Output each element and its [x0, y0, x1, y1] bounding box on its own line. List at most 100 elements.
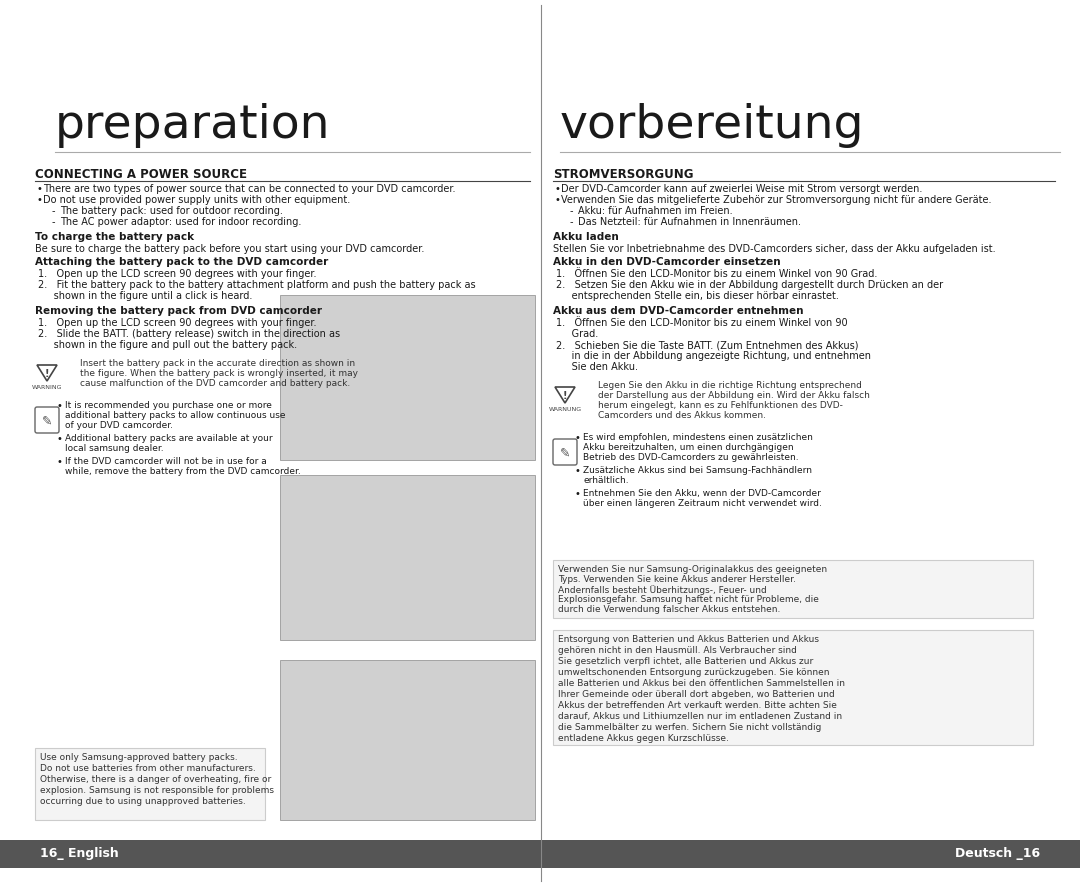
Text: Akku laden: Akku laden	[553, 232, 619, 242]
Text: Akku in den DVD-Camcorder einsetzen: Akku in den DVD-Camcorder einsetzen	[553, 257, 781, 267]
Text: cause malfunction of the DVD camcorder and battery pack.: cause malfunction of the DVD camcorder a…	[80, 379, 350, 388]
Text: Attaching the battery pack to the DVD camcorder: Attaching the battery pack to the DVD ca…	[35, 257, 328, 267]
Text: gehören nicht in den Hausmüll. Als Verbraucher sind: gehören nicht in den Hausmüll. Als Verbr…	[558, 646, 797, 655]
FancyBboxPatch shape	[553, 630, 1032, 745]
FancyBboxPatch shape	[553, 439, 577, 465]
Text: entsprechenden Stelle ein, bis dieser hörbar einrastet.: entsprechenden Stelle ein, bis dieser hö…	[556, 291, 839, 301]
Text: 2.   Fit the battery pack to the battery attachment platform and push the batter: 2. Fit the battery pack to the battery a…	[38, 280, 475, 290]
Text: Es wird empfohlen, mindestens einen zusätzlichen: Es wird empfohlen, mindestens einen zusä…	[583, 433, 813, 442]
Text: 2.   Schieben Sie die Taste BATT. (Zum Entnehmen des Akkus): 2. Schieben Sie die Taste BATT. (Zum Ent…	[556, 340, 859, 350]
Text: Entnehmen Sie den Akku, wenn der DVD-Camcorder: Entnehmen Sie den Akku, wenn der DVD-Cam…	[583, 489, 821, 498]
Text: The battery pack: used for outdoor recording.: The battery pack: used for outdoor recor…	[60, 206, 283, 216]
Text: durch die Verwendung falscher Akkus entstehen.: durch die Verwendung falscher Akkus ents…	[558, 605, 781, 614]
Text: Akkus der betreffenden Art verkauft werden. Bitte achten Sie: Akkus der betreffenden Art verkauft werd…	[558, 701, 837, 710]
Text: CONNECTING A POWER SOURCE: CONNECTING A POWER SOURCE	[35, 168, 247, 181]
Text: darauf, Akkus und Lithiumzellen nur im entladenen Zustand in: darauf, Akkus und Lithiumzellen nur im e…	[558, 712, 842, 721]
Text: ✎: ✎	[42, 415, 52, 428]
FancyBboxPatch shape	[553, 560, 1032, 618]
Text: in die in der Abbildung angezeigte Richtung, und entnehmen: in die in der Abbildung angezeigte Richt…	[556, 351, 870, 361]
Text: Legen Sie den Akku in die richtige Richtung entsprechend: Legen Sie den Akku in die richtige Richt…	[598, 381, 862, 390]
Text: WARNING: WARNING	[31, 385, 63, 390]
Text: preparation: preparation	[55, 103, 330, 148]
Text: Entsorgung von Batterien und Akkus Batterien und Akkus: Entsorgung von Batterien und Akkus Batte…	[558, 635, 819, 644]
Text: WARNUNG: WARNUNG	[549, 407, 581, 412]
Text: while, remove the battery from the DVD camcorder.: while, remove the battery from the DVD c…	[65, 467, 300, 476]
Text: vorbereitung: vorbereitung	[561, 103, 864, 148]
Text: Insert the battery pack in the accurate direction as shown in: Insert the battery pack in the accurate …	[80, 359, 355, 368]
Text: •: •	[37, 195, 43, 205]
Text: Das Netzteil: für Aufnahmen in Innenräumen.: Das Netzteil: für Aufnahmen in Innenräum…	[578, 217, 801, 227]
Text: !: !	[44, 369, 50, 379]
Text: alle Batterien und Akkus bei den öffentlichen Sammelstellen in: alle Batterien und Akkus bei den öffentl…	[558, 679, 845, 688]
FancyBboxPatch shape	[0, 840, 1080, 868]
Text: 1.   Open up the LCD screen 90 degrees with your finger.: 1. Open up the LCD screen 90 degrees wit…	[38, 269, 316, 279]
Text: Otherwise, there is a danger of overheating, fire or: Otherwise, there is a danger of overheat…	[40, 775, 271, 784]
Text: Betrieb des DVD-Camcorders zu gewährleisten.: Betrieb des DVD-Camcorders zu gewährleis…	[583, 453, 798, 462]
Text: Use only Samsung-approved battery packs.: Use only Samsung-approved battery packs.	[40, 753, 238, 762]
Text: •: •	[57, 434, 63, 444]
Text: ✎: ✎	[559, 447, 570, 460]
Text: Verwenden Sie nur Samsung-Originalakkus des geeigneten: Verwenden Sie nur Samsung-Originalakkus …	[558, 565, 827, 574]
Text: •: •	[575, 489, 581, 499]
Text: Deutsch _16: Deutsch _16	[955, 848, 1040, 860]
Text: 1.   Open up the LCD screen 90 degrees with your finger.: 1. Open up the LCD screen 90 degrees wit…	[38, 318, 316, 328]
Text: It is recommended you purchase one or more: It is recommended you purchase one or mo…	[65, 401, 272, 410]
Text: local samsung dealer.: local samsung dealer.	[65, 444, 164, 453]
Text: shown in the figure until a click is heard.: shown in the figure until a click is hea…	[38, 291, 253, 301]
Text: Akku: für Aufnahmen im Freien.: Akku: für Aufnahmen im Freien.	[578, 206, 732, 216]
Text: die Sammelbälter zu werfen. Sichern Sie nicht vollständig: die Sammelbälter zu werfen. Sichern Sie …	[558, 723, 822, 732]
Text: Sie den Akku.: Sie den Akku.	[556, 362, 638, 372]
Text: Additional battery packs are available at your: Additional battery packs are available a…	[65, 434, 272, 443]
Text: Grad.: Grad.	[556, 329, 598, 339]
Text: shown in the figure and pull out the battery pack.: shown in the figure and pull out the bat…	[38, 340, 297, 350]
Text: Zusätzliche Akkus sind bei Samsung-Fachhändlern: Zusätzliche Akkus sind bei Samsung-Fachh…	[583, 466, 812, 475]
Text: Der DVD-Camcorder kann auf zweierlei Weise mit Strom versorgt werden.: Der DVD-Camcorder kann auf zweierlei Wei…	[561, 184, 922, 194]
Text: •: •	[57, 401, 63, 411]
Text: -: -	[570, 206, 573, 216]
Text: •: •	[555, 195, 561, 205]
Text: Andernfalls besteht Überhitzungs-, Feuer- und: Andernfalls besteht Überhitzungs-, Feuer…	[558, 585, 767, 595]
Text: 2.   Slide the BATT. (battery release) switch in the direction as: 2. Slide the BATT. (battery release) swi…	[38, 329, 340, 339]
Text: herum eingelegt, kann es zu Fehlfunktionen des DVD-: herum eingelegt, kann es zu Fehlfunktion…	[598, 401, 842, 410]
Text: der Darstellung aus der Abbildung ein. Wird der Akku falsch: der Darstellung aus der Abbildung ein. W…	[598, 391, 869, 400]
FancyBboxPatch shape	[280, 660, 535, 820]
Text: Sie gesetzlich verpfl ichtet, alle Batterien und Akkus zur: Sie gesetzlich verpfl ichtet, alle Batte…	[558, 657, 813, 666]
Text: Verwenden Sie das mitgelieferte Zubehör zur Stromversorgung nicht für andere Ger: Verwenden Sie das mitgelieferte Zubehör …	[561, 195, 991, 205]
Text: Explosionsgefahr. Samsung haftet nicht für Probleme, die: Explosionsgefahr. Samsung haftet nicht f…	[558, 595, 819, 604]
FancyBboxPatch shape	[280, 475, 535, 640]
Text: Removing the battery pack from DVD camcorder: Removing the battery pack from DVD camco…	[35, 306, 322, 316]
Text: umweltschonenden Entsorgung zurückzugeben. Sie können: umweltschonenden Entsorgung zurückzugebe…	[558, 668, 829, 677]
Text: •: •	[575, 433, 581, 443]
Text: Do not use batteries from other manufacturers.: Do not use batteries from other manufact…	[40, 764, 256, 773]
Text: -: -	[570, 217, 573, 227]
Text: entladene Akkus gegen Kurzschlüsse.: entladene Akkus gegen Kurzschlüsse.	[558, 734, 729, 743]
Text: If the DVD camcorder will not be in use for a: If the DVD camcorder will not be in use …	[65, 457, 267, 466]
Text: 16_ English: 16_ English	[40, 848, 119, 860]
Text: Do not use provided power supply units with other equipment.: Do not use provided power supply units w…	[43, 195, 350, 205]
Text: -: -	[52, 217, 55, 227]
FancyBboxPatch shape	[35, 748, 265, 820]
Text: Typs. Verwenden Sie keine Akkus anderer Hersteller.: Typs. Verwenden Sie keine Akkus anderer …	[558, 575, 796, 584]
Text: !: !	[563, 391, 567, 401]
Text: Stellen Sie vor Inbetriebnahme des DVD-Camcorders sicher, dass der Akku aufgelad: Stellen Sie vor Inbetriebnahme des DVD-C…	[553, 244, 996, 254]
Text: •: •	[575, 466, 581, 476]
Text: To charge the battery pack: To charge the battery pack	[35, 232, 194, 242]
Text: •: •	[37, 184, 43, 194]
Text: STROMVERSORGUNG: STROMVERSORGUNG	[553, 168, 693, 181]
Text: occurring due to using unapproved batteries.: occurring due to using unapproved batter…	[40, 797, 246, 806]
Text: Be sure to charge the battery pack before you start using your DVD camcorder.: Be sure to charge the battery pack befor…	[35, 244, 424, 254]
Text: •: •	[57, 457, 63, 467]
Text: über einen längeren Zeitraum nicht verwendet wird.: über einen längeren Zeitraum nicht verwe…	[583, 499, 822, 508]
Text: The AC power adaptor: used for indoor recording.: The AC power adaptor: used for indoor re…	[60, 217, 301, 227]
FancyBboxPatch shape	[35, 407, 59, 433]
Text: additional battery packs to allow continuous use: additional battery packs to allow contin…	[65, 411, 285, 420]
Text: 2.   Setzen Sie den Akku wie in der Abbildung dargestellt durch Drücken an der: 2. Setzen Sie den Akku wie in der Abbild…	[556, 280, 943, 290]
Text: •: •	[555, 184, 561, 194]
Text: erhältlich.: erhältlich.	[583, 476, 629, 485]
FancyBboxPatch shape	[280, 295, 535, 460]
Text: the figure. When the battery pack is wrongly inserted, it may: the figure. When the battery pack is wro…	[80, 369, 357, 378]
Text: Ihrer Gemeinde oder überall dort abgeben, wo Batterien und: Ihrer Gemeinde oder überall dort abgeben…	[558, 690, 835, 699]
Text: -: -	[52, 206, 55, 216]
Text: explosion. Samsung is not responsible for problems: explosion. Samsung is not responsible fo…	[40, 786, 274, 795]
Text: of your DVD camcorder.: of your DVD camcorder.	[65, 421, 173, 430]
